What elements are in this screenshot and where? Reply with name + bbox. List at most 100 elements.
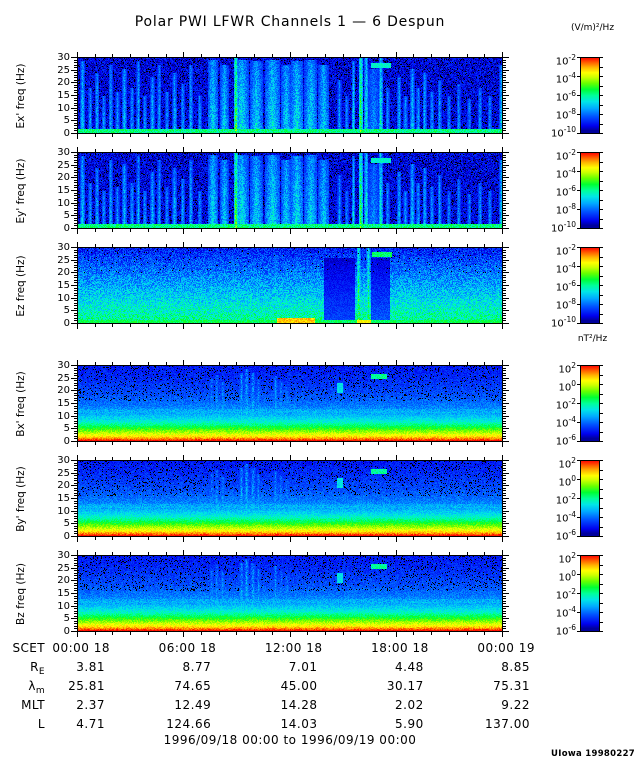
- colorbar-tick: [600, 313, 603, 315]
- x-axis-tick: [130, 149, 132, 152]
- x-axis-tick: [431, 244, 433, 247]
- y-axis-tick: [74, 92, 77, 94]
- y-tick-label: 20: [57, 480, 70, 492]
- x-axis-tick: [378, 552, 380, 555]
- x-axis-tick: [413, 244, 415, 247]
- x-axis-tick: [200, 229, 202, 232]
- y-axis-tick: [503, 159, 506, 161]
- x-axis-tick: [289, 324, 291, 329]
- y-axis-tick: [71, 441, 77, 442]
- y-axis-tick: [503, 572, 506, 574]
- panel-ylabel-ey: Ey' freq (Hz): [15, 158, 27, 223]
- colorbar-tick-label: 10-6: [555, 433, 576, 448]
- x-axis-tick: [360, 244, 362, 247]
- x-axis-tick: [236, 552, 238, 555]
- x-axis-tick: [112, 362, 114, 365]
- y-tick-label: 15: [57, 398, 70, 409]
- x-axis-tick: [130, 552, 132, 555]
- y-axis-tick: [71, 567, 77, 569]
- y-axis-tick: [71, 285, 77, 286]
- y-axis-tick: [503, 184, 506, 186]
- colorbar-tick: [577, 114, 580, 115]
- x-axis-tick: [147, 552, 149, 555]
- x-axis-tick: [289, 360, 291, 365]
- y-axis-tick: [71, 377, 77, 379]
- y-axis-tick: [503, 77, 506, 79]
- y-axis-tick: [74, 520, 77, 522]
- x-axis-tick: [254, 552, 256, 555]
- colorbar-tick: [600, 631, 603, 632]
- x-axis-tick: [94, 229, 96, 232]
- colorbar-tick-label: 10-6: [555, 279, 576, 294]
- colorbar-tick-label: 10-4: [555, 71, 576, 86]
- colorbar-tick-label: 10-10: [551, 315, 576, 330]
- ephemeris-value: 8.85: [501, 660, 530, 674]
- x-axis-tick: [289, 632, 291, 637]
- x-axis-tick: [236, 632, 238, 635]
- ephemeris-value: 137.00: [485, 717, 530, 731]
- x-axis-tick: [200, 632, 202, 635]
- x-axis-tick: [200, 149, 202, 152]
- x-axis-tick: [236, 442, 238, 445]
- x-axis-tick: [271, 229, 273, 232]
- x-axis-tick: [307, 229, 309, 232]
- x-axis-tick: [502, 229, 503, 234]
- colorbar-tick: [600, 209, 603, 210]
- x-axis-tick: [254, 632, 256, 635]
- y-axis-tick: [74, 315, 77, 317]
- x-axis-tick: [112, 324, 114, 327]
- x-axis-tick: [165, 552, 167, 555]
- y-axis-tick: [503, 107, 509, 109]
- x-axis-tick: [236, 54, 238, 57]
- spectrogram-canvas-bz: [77, 555, 503, 632]
- y-axis-tick: [71, 555, 77, 556]
- x-axis-tick: [236, 537, 238, 540]
- y-tick-label: 10: [57, 292, 70, 304]
- y-axis-tick: [503, 485, 509, 487]
- y-axis-tick: [503, 302, 506, 304]
- y-axis-tick: [74, 179, 77, 181]
- colorbar-tick: [600, 517, 603, 518]
- colorbar-tick: [600, 612, 603, 613]
- x-axis-tick: [307, 134, 309, 137]
- y-axis-tick: [503, 505, 506, 507]
- colorbar-tick: [600, 583, 603, 585]
- y-axis-tick: [74, 392, 77, 394]
- x-axis-tick: [502, 147, 503, 152]
- y-axis-tick: [503, 387, 506, 389]
- x-axis-tick: [448, 632, 450, 635]
- x-axis-tick: [94, 54, 96, 57]
- y-axis-tick: [503, 67, 506, 69]
- x-axis-tick: [200, 552, 202, 555]
- x-axis-tick: [431, 54, 433, 57]
- colorbar-tick: [577, 323, 580, 324]
- x-axis-tick: [77, 550, 78, 555]
- colorbar-tick: [600, 247, 603, 248]
- ephemeris-value: 5.90: [395, 717, 424, 731]
- y-axis-tick: [503, 418, 506, 420]
- x-axis-tick: [395, 455, 397, 460]
- colorbar-tick: [577, 209, 580, 210]
- y-axis-tick: [74, 557, 77, 559]
- colorbar-tick-label: 10-10: [551, 125, 576, 140]
- colorbar-tick: [600, 228, 603, 229]
- y-axis-tick: [503, 570, 506, 572]
- y-axis-tick: [74, 174, 77, 176]
- y-axis-tick: [503, 585, 506, 587]
- colorbar-tick: [577, 190, 580, 191]
- y-axis-tick: [503, 297, 509, 299]
- y-axis-tick: [74, 295, 77, 297]
- x-axis-tick: [77, 455, 78, 460]
- x-axis-tick: [307, 552, 309, 555]
- y-axis-tick: [503, 410, 506, 412]
- y-axis-tick: [503, 292, 506, 294]
- y-axis-tick: [74, 505, 77, 507]
- x-axis-tick: [254, 537, 256, 540]
- y-axis-tick: [74, 570, 77, 572]
- x-axis-tick: [112, 552, 114, 555]
- x-axis-tick: [183, 455, 185, 460]
- panel-ylabel-bx: Bx' freq (Hz): [15, 370, 27, 437]
- y-axis-tick: [503, 430, 506, 432]
- x-axis-tick: [307, 324, 309, 327]
- colorbar-tick: [600, 488, 603, 490]
